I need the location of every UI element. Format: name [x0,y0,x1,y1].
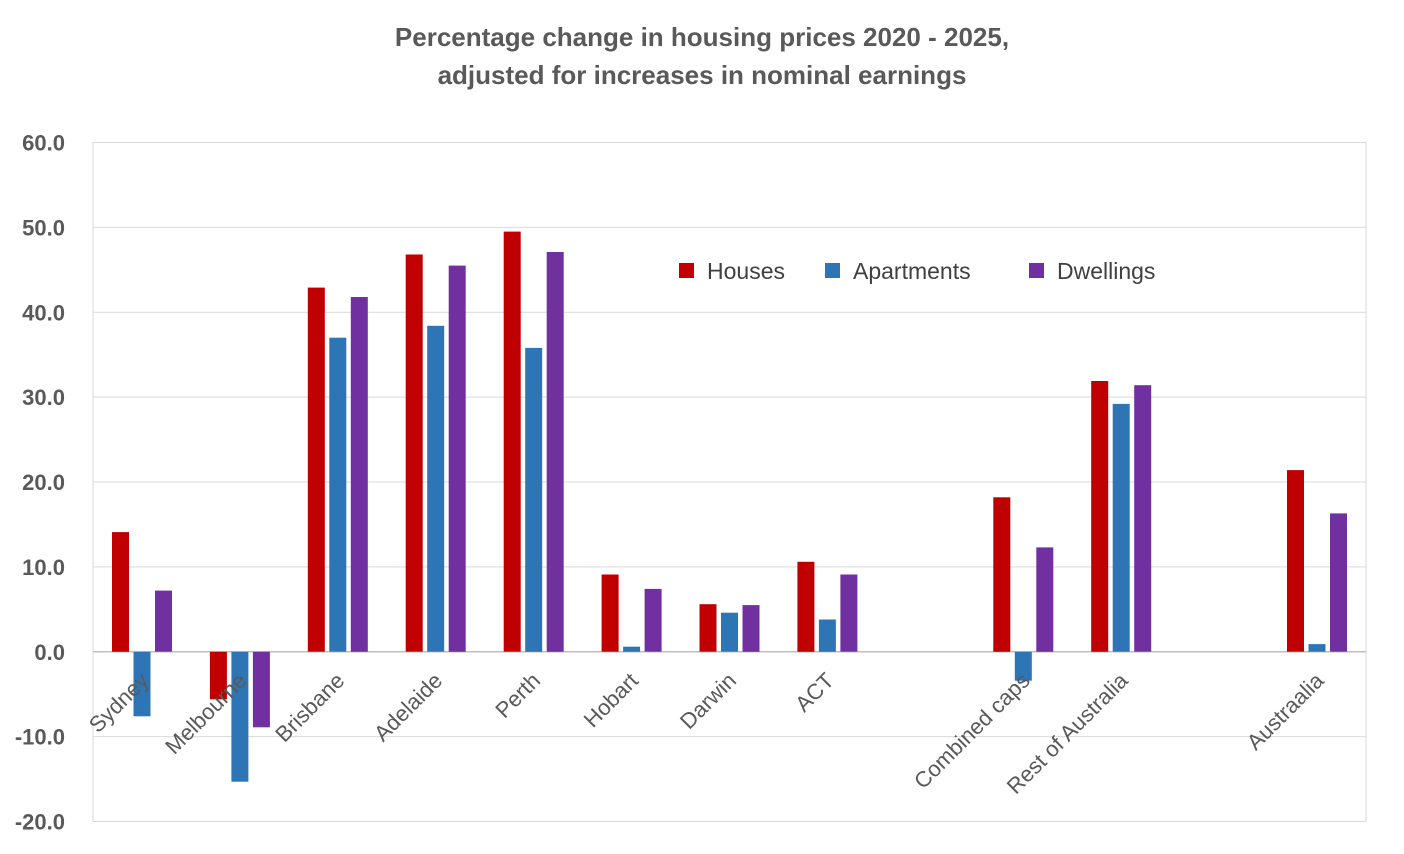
bar-houses-darwin [699,604,717,652]
bar-houses-rest-of-australia [1091,381,1109,652]
bar-houses-hobart [601,574,619,652]
x-tick-label: Hobart [579,668,643,732]
y-tick-label: 60.0 [22,131,65,156]
bar-dwellings-perth [546,252,564,652]
bar-dwellings-hobart [644,588,662,652]
bar-apartments-brisbane [329,337,347,652]
bar-apartments-hobart [623,646,641,652]
bar-apartments-act [818,619,836,652]
bar-houses-act [797,561,815,652]
bar-dwellings-adelaide [448,265,466,652]
bar-houses-combined-caps [993,497,1011,652]
chart-subtitle: adjusted for increases in nominal earnin… [437,60,967,90]
x-tick-label: ACT [790,668,839,717]
y-tick-label: 20.0 [22,470,65,495]
bar-houses-brisbane [307,287,325,652]
y-tick-label: -10.0 [15,725,65,750]
bar-dwellings-sydney [155,590,172,652]
bar-houses-melbourne [209,651,227,700]
y-tick-label: 10.0 [22,555,65,580]
y-tick-label: -20.0 [15,810,65,835]
x-tick-label: Austraalia [1242,667,1329,754]
x-tick-label: Darwin [675,668,741,734]
x-tick-label: Brisbane [270,668,349,747]
chart-title: Percentage change in housing prices 2020… [394,22,1010,52]
legend-label-dwellings: Dwellings [1057,258,1155,284]
bar-apartments-rest-of-australia [1112,403,1130,652]
bar-apartments-darwin [721,612,738,652]
bar-apartments-sydney [133,651,151,717]
legend-swatch-apartments [825,263,840,278]
legend-label-apartments: Apartments [853,258,971,284]
bar-apartments-adelaide [427,325,445,652]
y-tick-label: 40.0 [22,300,65,325]
y-tick-label: 50.0 [22,215,65,240]
bar-apartments-perth [525,347,543,652]
bar-dwellings-combined-caps [1036,547,1054,652]
bar-dwellings-melbourne [252,651,270,728]
chart-title-block: Percentage change in housing prices 2020… [0,18,1404,94]
bar-dwellings-brisbane [350,297,368,652]
bar-dwellings-act [840,574,858,652]
bar-dwellings-rest-of-australia [1134,385,1152,652]
y-tick-label: 0.0 [34,640,65,665]
bar-houses-perth [503,231,521,652]
bar-houses-sydney [112,532,129,652]
bar-houses-adelaide [405,254,423,652]
y-tick-label: 30.0 [22,385,65,410]
legend-swatch-houses [679,263,694,278]
x-tick-label: Perth [490,668,545,723]
bar-apartments-melbourne [231,651,249,782]
bar-dwellings-darwin [742,605,760,652]
bar-apartments-combined-caps [1014,651,1032,681]
x-tick-label: Adelaide [369,668,447,746]
legend-label-houses: Houses [707,258,785,284]
legend-swatch-dwellings [1029,263,1044,278]
bar-houses-austraalia [1287,470,1304,652]
bar-dwellings-austraalia [1330,513,1347,652]
bar-apartments-austraalia [1308,644,1326,652]
